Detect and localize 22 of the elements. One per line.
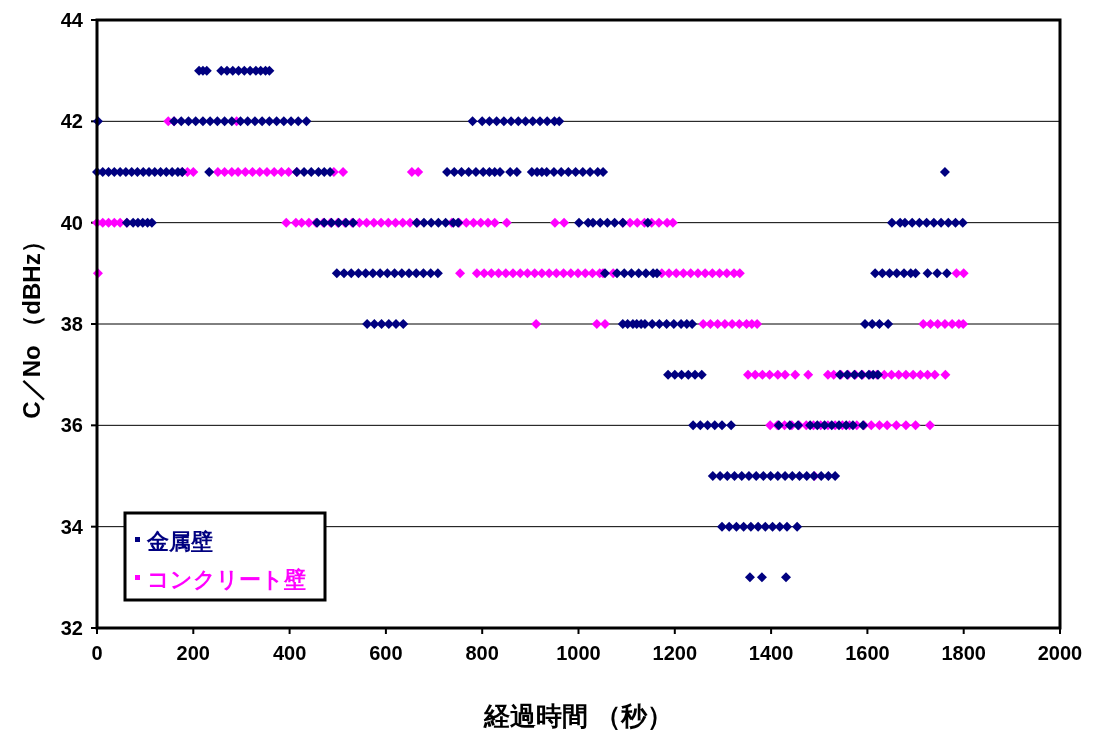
x-tick-label: 1600 — [845, 642, 890, 664]
legend-label: コンクリート壁 — [147, 567, 306, 592]
y-tick-label: 34 — [60, 515, 84, 538]
x-tick-label: 1400 — [748, 642, 794, 664]
y-tick-label: 42 — [60, 110, 83, 133]
x-tick-label: 1000 — [556, 642, 601, 664]
y-tick-label: 36 — [60, 414, 83, 437]
x-tick-label: 200 — [176, 642, 210, 664]
x-tick-label: 0 — [91, 642, 103, 664]
x-tick-label: 800 — [465, 642, 499, 664]
y-tick-label: 40 — [60, 211, 83, 234]
x-tick-label: 2000 — [1037, 642, 1083, 664]
y-tick-label: 32 — [60, 617, 83, 639]
x-tick-label: 1800 — [941, 642, 986, 664]
x-axis-title: 経過時間 （秒） — [482, 701, 674, 731]
y-tick-label: 44 — [60, 9, 84, 31]
y-tick-label: 38 — [60, 313, 83, 335]
legend-label: 金属壁 — [146, 529, 213, 554]
x-tick-label: 400 — [272, 642, 307, 664]
x-tick-label: 600 — [369, 642, 403, 664]
y-axis-title: C／No （dBHz） — [18, 229, 45, 419]
x-tick-label: 1200 — [652, 642, 698, 664]
